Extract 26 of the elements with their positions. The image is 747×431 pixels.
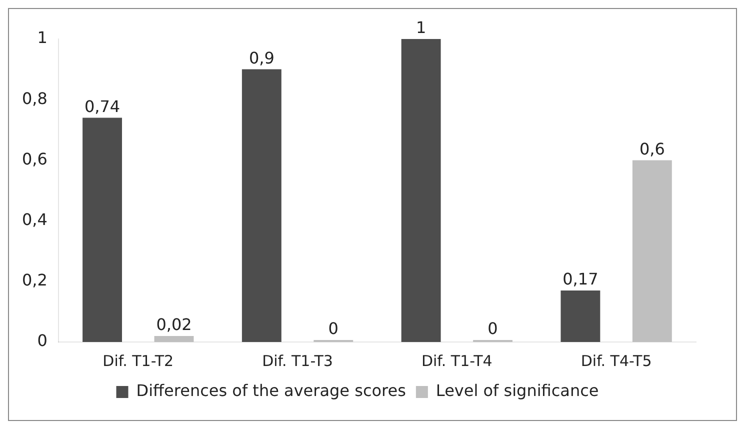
legend-label: Level of significance [436,381,599,400]
data-label: 0,17 [562,270,598,289]
data-label: 0,9 [248,48,274,68]
x-tick-label: Dif. T4-T5 [580,352,652,370]
x-tick-label: Dif. T1-T2 [102,352,174,370]
y-tick-label: 0,4 [22,210,48,229]
bar [154,336,194,342]
bar [560,290,600,342]
data-label: 0,74 [84,96,120,116]
y-tick-label: 0,2 [22,270,48,290]
data-label: 0,02 [156,315,192,334]
data-label: 0 [488,319,498,338]
bar [242,69,282,342]
bar [401,39,441,342]
y-tick-label: 1 [37,28,48,48]
y-tick-label: 0,8 [22,88,48,108]
legend-label: Differences of the average scores [136,381,406,400]
data-label: 0,6 [639,139,665,158]
y-tick-label: 0 [37,331,48,350]
data-label: 0 [328,319,338,338]
bar [632,160,672,342]
x-tick-label: Dif. T1-T4 [421,352,492,370]
data-label: 1 [416,18,426,38]
y-tick-label: 0,6 [22,149,48,168]
x-tick-label: Dif. T1-T3 [262,352,333,370]
bar [82,118,122,342]
